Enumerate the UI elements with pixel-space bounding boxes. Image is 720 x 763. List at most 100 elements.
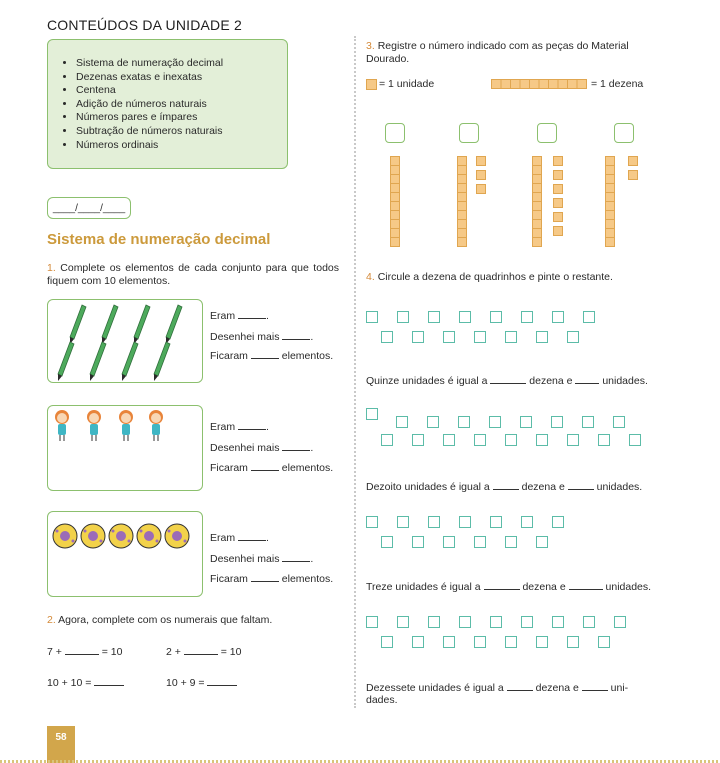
grid-square[interactable]	[366, 516, 378, 528]
grid-square[interactable]	[552, 311, 564, 323]
grid-square[interactable]	[474, 636, 486, 648]
grid-square[interactable]	[459, 616, 471, 628]
grid-square[interactable]	[536, 636, 548, 648]
date-field[interactable]: ____/____/____	[47, 197, 131, 219]
grid-square[interactable]	[459, 516, 471, 528]
answer-blank[interactable]	[575, 374, 600, 384]
grid-square[interactable]	[614, 616, 626, 628]
grid-square[interactable]	[552, 516, 564, 528]
grid-square[interactable]	[582, 416, 594, 428]
grid-square[interactable]	[521, 616, 533, 628]
answer-blank[interactable]	[581, 681, 608, 691]
unit-title: CONTEÚDOS DA UNIDADE 2	[47, 17, 242, 33]
answer-blank[interactable]	[64, 645, 99, 655]
grid-square[interactable]	[458, 416, 470, 428]
grid-square[interactable]	[536, 434, 548, 446]
grid-square[interactable]	[428, 311, 440, 323]
question-number: 2.	[47, 614, 56, 626]
contents-box: Sistema de numeração decimal Dezenas exa…	[47, 39, 288, 169]
set-card-pencils[interactable]	[47, 299, 203, 383]
answer-box[interactable]	[614, 123, 634, 143]
grid-square[interactable]	[412, 636, 424, 648]
set-card-dolls[interactable]	[47, 405, 203, 491]
answer-blank[interactable]	[282, 330, 311, 340]
grid-square[interactable]	[490, 616, 502, 628]
answer-blank[interactable]	[207, 676, 238, 686]
answer-blank[interactable]	[183, 645, 218, 655]
grid-square[interactable]	[613, 416, 625, 428]
set-card-balls[interactable]	[47, 511, 203, 597]
grid-square[interactable]	[366, 311, 378, 323]
grid-square[interactable]	[567, 434, 579, 446]
unit-cube-icon	[476, 156, 486, 166]
grid-square[interactable]	[428, 516, 440, 528]
grid-square[interactable]	[396, 416, 408, 428]
grid-square[interactable]	[521, 311, 533, 323]
unit-cube-icon	[553, 226, 563, 236]
grid-square[interactable]	[366, 408, 378, 420]
grid-square[interactable]	[474, 536, 486, 548]
grid-square[interactable]	[505, 434, 517, 446]
answer-blank[interactable]	[282, 441, 311, 451]
answer-blank[interactable]	[250, 461, 279, 471]
answer-blank[interactable]	[483, 580, 520, 590]
answer-blank[interactable]	[568, 580, 603, 590]
unit-cube-icon	[476, 170, 486, 180]
grid-square[interactable]	[521, 516, 533, 528]
grid-square[interactable]	[551, 416, 563, 428]
answer-blank[interactable]	[238, 420, 267, 430]
grid-square[interactable]	[474, 434, 486, 446]
answer-blank[interactable]	[94, 676, 125, 686]
set-3-line-3: Ficaram elementos.	[210, 572, 334, 585]
grid-square[interactable]	[598, 636, 610, 648]
grid-square[interactable]	[567, 636, 579, 648]
grid-square[interactable]	[489, 416, 501, 428]
grid-square[interactable]	[443, 434, 455, 446]
grid-square[interactable]	[397, 616, 409, 628]
answer-blank[interactable]	[250, 349, 279, 359]
answer-blank[interactable]	[506, 681, 533, 691]
grid-square[interactable]	[490, 516, 502, 528]
grid-square[interactable]	[567, 331, 579, 343]
grid-square[interactable]	[552, 616, 564, 628]
answer-blank[interactable]	[250, 572, 279, 582]
grid-square[interactable]	[443, 331, 455, 343]
grid-square[interactable]	[381, 434, 393, 446]
answer-box[interactable]	[459, 123, 479, 143]
grid-square[interactable]	[412, 536, 424, 548]
grid-square[interactable]	[536, 331, 548, 343]
grid-square[interactable]	[505, 536, 517, 548]
grid-square[interactable]	[381, 536, 393, 548]
answer-blank[interactable]	[567, 480, 594, 490]
grid-square[interactable]	[366, 616, 378, 628]
grid-square[interactable]	[412, 434, 424, 446]
grid-square[interactable]	[598, 434, 610, 446]
answer-blank[interactable]	[238, 309, 267, 319]
grid-square[interactable]	[459, 311, 471, 323]
answer-box[interactable]	[385, 123, 405, 143]
grid-square[interactable]	[474, 331, 486, 343]
grid-square[interactable]	[427, 416, 439, 428]
answer-blank[interactable]	[492, 480, 519, 490]
grid-square[interactable]	[443, 636, 455, 648]
grid-square[interactable]	[443, 536, 455, 548]
grid-square[interactable]	[583, 311, 595, 323]
grid-square[interactable]	[381, 331, 393, 343]
answer-box[interactable]	[537, 123, 557, 143]
grid-square[interactable]	[381, 636, 393, 648]
grid-square[interactable]	[397, 516, 409, 528]
grid-square[interactable]	[505, 636, 517, 648]
grid-square[interactable]	[397, 311, 409, 323]
grid-square[interactable]	[490, 311, 502, 323]
answer-blank[interactable]	[490, 374, 527, 384]
grid-square[interactable]	[520, 416, 532, 428]
equation: 10 + 9 =	[166, 676, 238, 690]
grid-square[interactable]	[412, 331, 424, 343]
grid-square[interactable]	[629, 434, 641, 446]
answer-blank[interactable]	[282, 552, 311, 562]
grid-square[interactable]	[583, 616, 595, 628]
grid-square[interactable]	[505, 331, 517, 343]
grid-square[interactable]	[536, 536, 548, 548]
answer-blank[interactable]	[238, 531, 267, 541]
grid-square[interactable]	[428, 616, 440, 628]
